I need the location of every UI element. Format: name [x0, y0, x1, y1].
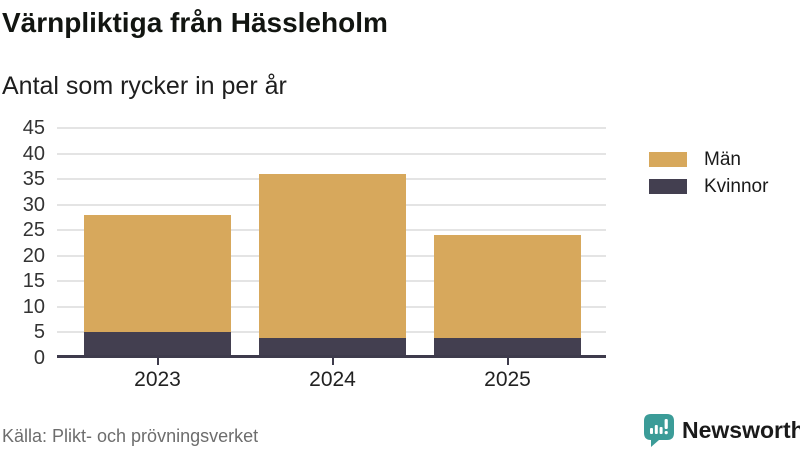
gridline	[57, 127, 606, 129]
y-axis-tick-label: 45	[22, 117, 45, 139]
bar-segment-män-2024	[259, 174, 406, 338]
legend-item-män: Män	[649, 146, 768, 173]
y-axis-tick-label: 40	[22, 142, 45, 165]
x-axis-tick	[506, 358, 509, 365]
legend-swatch	[649, 179, 687, 194]
bar-segment-män-2023	[84, 214, 231, 333]
newsworthy-logo-icon	[644, 414, 674, 447]
chart-title: Värnpliktiga från Hässleholm	[2, 7, 388, 38]
y-axis-tick-label: 35	[22, 168, 45, 191]
x-axis-tick-label: 2025	[484, 368, 531, 391]
bar-segment-kvinnor-2024	[259, 337, 406, 358]
bar-segment-kvinnor-2023	[84, 332, 231, 358]
y-axis-tick-label: 25	[22, 219, 45, 242]
chart-subtitle: Antal som rycker in per år	[2, 72, 287, 100]
y-axis-tick-label: 20	[22, 244, 45, 267]
legend-label: Kvinnor	[704, 175, 769, 197]
legend-swatch	[649, 152, 687, 167]
y-axis-tick-label: 30	[22, 193, 45, 216]
brand-logo: Newsworthy	[644, 414, 800, 447]
legend-label: Män	[704, 148, 741, 170]
bar-segment-män-2025	[434, 235, 581, 338]
brand-name: Newsworthy	[682, 417, 800, 443]
y-axis-tick-label: 5	[33, 321, 45, 344]
x-axis-tick	[156, 358, 159, 365]
x-axis-tick	[331, 358, 334, 365]
legend-item-kvinnor: Kvinnor	[649, 173, 768, 200]
y-axis-tick-label: 10	[22, 295, 45, 318]
x-axis-tick-label: 2024	[309, 368, 356, 391]
x-axis-tick-label: 2023	[134, 368, 181, 391]
plot-area: 0 5 10 15 20 25 30 35 40 45 2023 2024 2025	[23, 117, 606, 391]
y-axis-tick-label: 0	[33, 347, 45, 369]
bar-segment-kvinnor-2025	[434, 337, 581, 358]
source-note: Källa: Plikt- och prövningsverket	[2, 426, 259, 446]
x-axis-line	[57, 355, 606, 358]
y-axis-tick-label: 15	[22, 270, 45, 293]
gridline	[57, 152, 606, 155]
chart-legend: Män Kvinnor	[649, 146, 768, 200]
